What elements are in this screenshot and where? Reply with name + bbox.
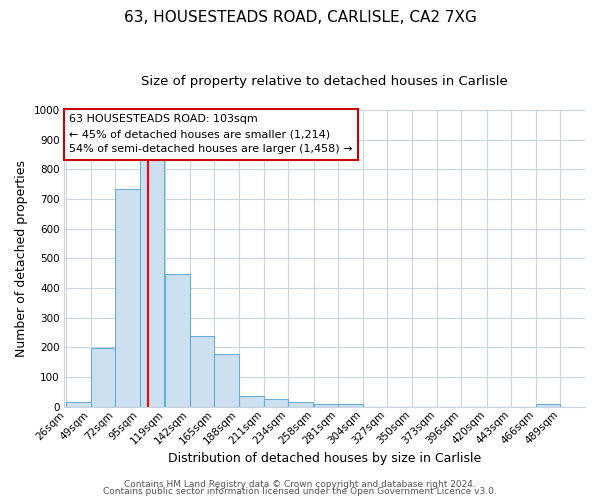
Text: 63 HOUSESTEADS ROAD: 103sqm
← 45% of detached houses are smaller (1,214)
54% of : 63 HOUSESTEADS ROAD: 103sqm ← 45% of det… — [69, 114, 353, 154]
Bar — [166, 274, 190, 407]
Text: Contains public sector information licensed under the Open Government Licence v3: Contains public sector information licen… — [103, 488, 497, 496]
Text: Contains HM Land Registry data © Crown copyright and database right 2024.: Contains HM Land Registry data © Crown c… — [124, 480, 476, 489]
Text: 63, HOUSESTEADS ROAD, CARLISLE, CA2 7XG: 63, HOUSESTEADS ROAD, CARLISLE, CA2 7XG — [124, 10, 476, 25]
Bar — [536, 404, 560, 407]
Bar — [66, 402, 91, 407]
Bar — [239, 396, 263, 407]
Bar — [140, 158, 164, 407]
Bar — [314, 404, 338, 407]
Bar — [214, 354, 239, 407]
Bar — [263, 399, 288, 407]
Bar — [288, 402, 313, 407]
Bar — [115, 189, 140, 407]
Bar — [91, 348, 115, 407]
Bar — [190, 336, 214, 407]
X-axis label: Distribution of detached houses by size in Carlisle: Distribution of detached houses by size … — [168, 452, 481, 465]
Y-axis label: Number of detached properties: Number of detached properties — [15, 160, 28, 357]
Title: Size of property relative to detached houses in Carlisle: Size of property relative to detached ho… — [141, 75, 508, 88]
Bar — [338, 404, 363, 407]
